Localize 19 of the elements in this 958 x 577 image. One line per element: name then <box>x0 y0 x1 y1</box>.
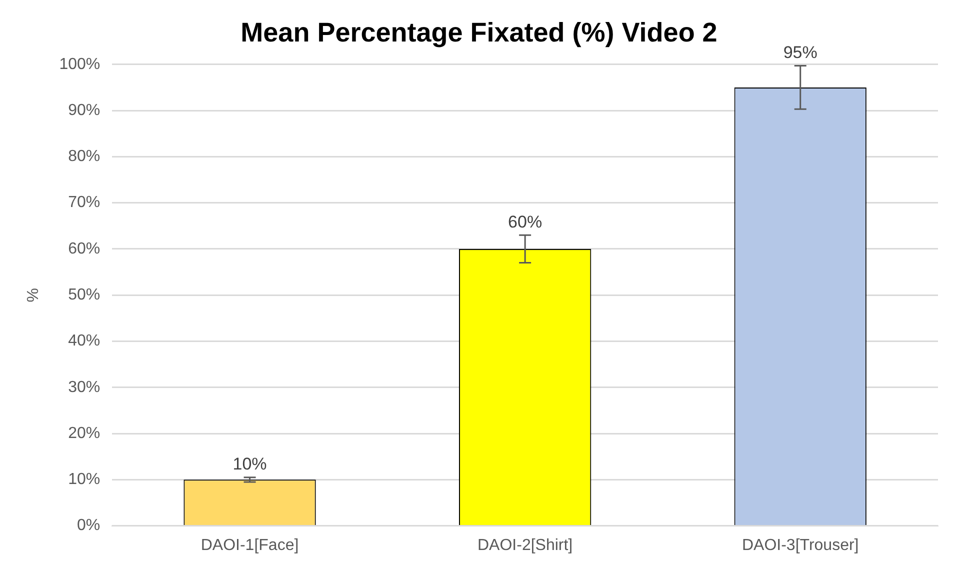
y-tick-label: 30% <box>68 378 100 396</box>
data-label: 95% <box>783 42 818 62</box>
y-tick-label: 40% <box>68 332 100 350</box>
y-axis-title: % <box>25 288 42 302</box>
y-tick-label: 80% <box>68 148 100 166</box>
data-label: 60% <box>508 212 542 232</box>
y-tick-label: 20% <box>68 424 100 442</box>
y-tick-label: 50% <box>68 286 100 304</box>
y-tick-label: 100% <box>59 56 100 73</box>
x-tick-label: DAOI-3[Trouser] <box>742 536 859 554</box>
chart-title: Mean Percentage Fixated (%) Video 2 <box>240 18 718 48</box>
y-tick-label: 60% <box>68 240 100 258</box>
y-tick-label: 90% <box>68 102 100 119</box>
data-label: 10% <box>232 454 267 474</box>
y-tick-label: 10% <box>68 471 100 488</box>
x-tick-label: DAOI-2[Shirt] <box>477 536 573 554</box>
y-tick-label: 0% <box>76 517 100 534</box>
y-tick-label: 70% <box>68 194 100 212</box>
x-tick-label: DAOI-1[Face] <box>200 536 299 554</box>
